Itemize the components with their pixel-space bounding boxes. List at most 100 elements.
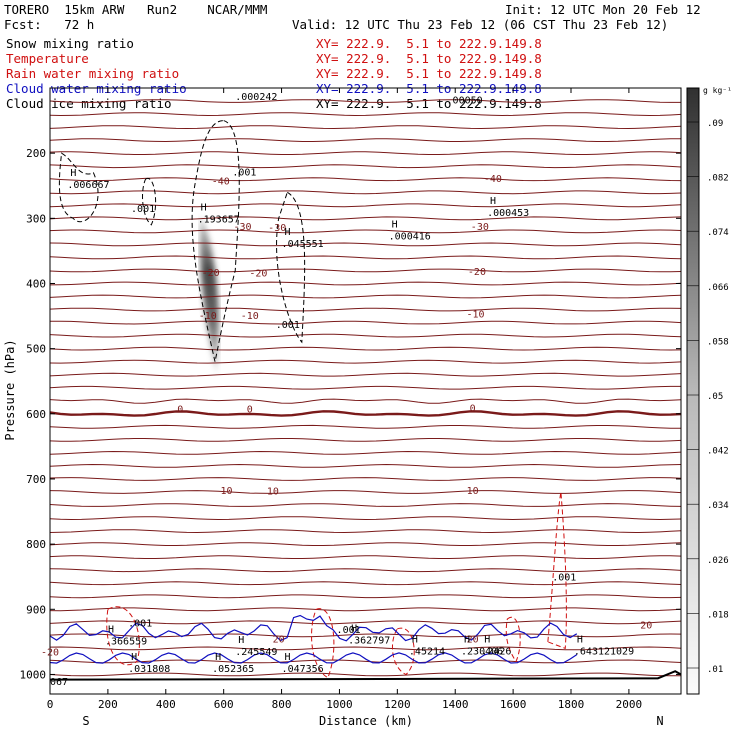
- colorbar-unit: g kg⁻¹: [703, 86, 732, 95]
- isotherm-line: [49, 307, 682, 312]
- extremum-value-label: .2426: [481, 646, 511, 657]
- extremum-value-label: .245549: [235, 647, 277, 658]
- extremum-value-label: .001: [128, 618, 152, 629]
- maximum-marker: H: [70, 168, 76, 179]
- forecast-hour: Fcst: 72 h: [4, 17, 95, 32]
- x-tick-label: 400: [156, 698, 176, 711]
- maximum-marker: H: [351, 623, 357, 634]
- colorbar-tick-label: .09: [707, 119, 723, 129]
- isotherm-line: [49, 516, 682, 521]
- isotherm-line: [49, 646, 682, 651]
- isotherm-label: -30: [233, 222, 251, 233]
- isotherm-line: [49, 177, 682, 182]
- extremum-value-label: .00050: [447, 96, 483, 107]
- isotherm-line: [49, 229, 682, 234]
- isotherm-line: [49, 490, 682, 494]
- isotherm-label: -10: [466, 309, 484, 320]
- isotherm-line: [49, 294, 682, 299]
- model-title: TORERO 15km ARW Run2 NCAR/MMM: [4, 2, 268, 17]
- isotherm-line: [49, 581, 682, 586]
- colorbar-tick-label: .01: [707, 665, 723, 675]
- isotherm-line: [49, 438, 682, 442]
- isotherm-line: [49, 164, 682, 169]
- isotherm-line: [49, 151, 682, 155]
- isotherm-line: [49, 542, 682, 546]
- colorbar-tick-label: .066: [707, 283, 729, 293]
- isotherm-label: -10: [199, 311, 217, 322]
- isotherm-label: -10: [241, 311, 259, 322]
- cloud-ice-contour: [191, 120, 240, 362]
- isotherm-label: 0: [247, 405, 253, 416]
- maximum-marker: H: [215, 652, 221, 663]
- x-tick-label: 200: [98, 698, 118, 711]
- y-tick-label: 1000: [20, 668, 47, 681]
- isotherm-line: [49, 99, 681, 103]
- isotherm-line: [49, 568, 682, 573]
- extremum-value-label: .230406: [461, 646, 503, 657]
- extremum-value-label: .045551: [282, 239, 324, 250]
- isotherm-line: [49, 529, 682, 534]
- maximum-marker: H: [392, 219, 398, 230]
- isotherm-line: [49, 659, 682, 664]
- maximum-marker: H: [285, 652, 291, 663]
- y-tick-label: 300: [26, 212, 46, 225]
- colorbar-tick-label: .026: [707, 556, 729, 566]
- extremum-value-label: 067: [50, 677, 68, 688]
- isotherm-line: [49, 398, 682, 404]
- isotherm-label: 0: [177, 405, 183, 416]
- extremum-value-label: .362797: [348, 635, 390, 646]
- extremum-value-label: .001: [131, 204, 155, 215]
- isotherm-label: 0: [470, 403, 476, 414]
- x-axis-label: Distance (km): [319, 714, 413, 728]
- isotherm-label: -30: [471, 222, 489, 233]
- extremum-value-label: .366559: [105, 637, 147, 648]
- x-tick-label: 1800: [558, 698, 585, 711]
- snow-mixing-ratio-shading: [199, 215, 219, 375]
- isotherm-line: [49, 190, 682, 195]
- y-axis-label: Pressure (hPa): [3, 339, 17, 440]
- colorbar-tick-label: .042: [707, 447, 729, 457]
- y-tick-label: 700: [26, 473, 46, 486]
- isotherm-line: [49, 385, 681, 390]
- x-tick-label: 2000: [616, 698, 643, 711]
- y-tick-label: 800: [26, 538, 46, 551]
- isotherm-label: 10: [221, 486, 233, 497]
- extremum-value-label: .006667: [67, 180, 109, 191]
- isotherm-line: [49, 555, 682, 559]
- init-time: Init: 12 UTC Mon 20 Feb 12: [505, 2, 701, 17]
- rain-water-contour: [505, 616, 521, 663]
- maximum-marker: H: [108, 625, 114, 636]
- legend-rain-xy: XY= 222.9. 5.1 to 222.9.149.8: [316, 66, 542, 81]
- x-tick-label: 1000: [326, 698, 353, 711]
- colorbar-tick-label: .05: [707, 392, 723, 402]
- colorbar-tick-label: .082: [707, 174, 729, 184]
- y-tick-label: 600: [26, 408, 46, 421]
- x-tick-label: 600: [214, 698, 234, 711]
- isotherm-line: [49, 242, 682, 247]
- extremum-value-label: .001: [232, 167, 256, 178]
- isotherm-label: -40: [484, 174, 502, 185]
- cloud-ice-contour: [142, 177, 157, 226]
- legend-snow-xy: XY= 222.9. 5.1 to 222.9.149.8: [316, 36, 542, 51]
- legend-temperature: Temperature: [6, 51, 89, 66]
- x-tick-label: 0: [47, 698, 54, 711]
- maximum-marker: H: [238, 635, 244, 646]
- maximum-marker: H: [577, 634, 583, 645]
- legend-rain: Rain water mixing ratio: [6, 66, 180, 81]
- colorbar-scale: [686, 87, 700, 695]
- isotherm-line: [49, 503, 682, 507]
- isotherm-line: [49, 410, 682, 417]
- isotherm-line: [49, 359, 682, 364]
- colorbar-tick-label: .034: [707, 501, 729, 511]
- maximum-marker: H: [412, 634, 418, 645]
- isotherm-line: [49, 633, 682, 638]
- y-tick-label: 400: [26, 277, 46, 290]
- legend-temperature-xy: XY= 222.9. 5.1 to 222.9.149.8: [316, 51, 542, 66]
- maximum-marker: H: [131, 652, 137, 663]
- extremum-value-label: .643121029: [574, 646, 634, 657]
- isotherm-line: [49, 281, 682, 286]
- south-end-label: S: [82, 714, 89, 728]
- extremum-value-label: .001: [276, 320, 300, 331]
- isotherm-line: [49, 372, 682, 377]
